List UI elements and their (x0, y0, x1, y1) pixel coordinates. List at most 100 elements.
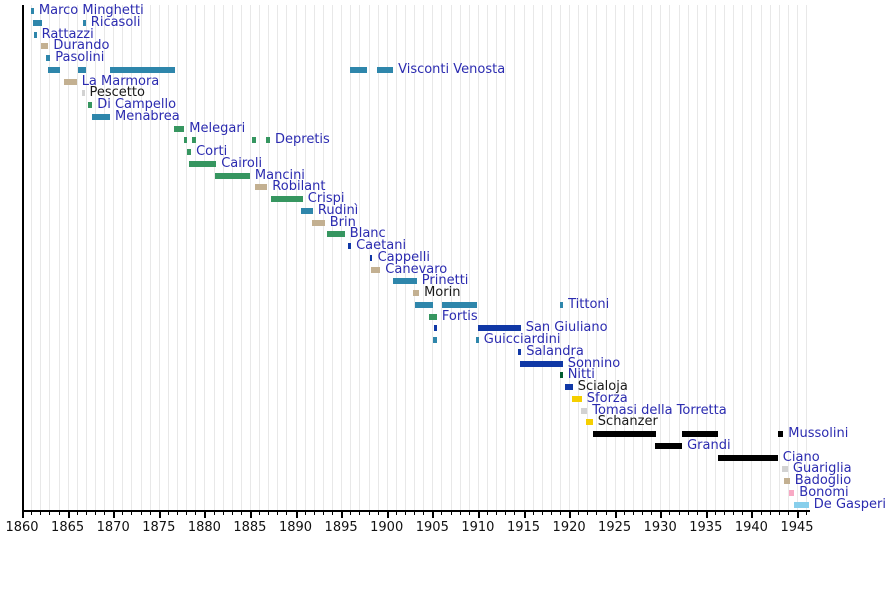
minor-tick-1929 (651, 512, 653, 515)
minor-tick-1919 (559, 512, 561, 515)
term-bar-ciano-1 (717, 454, 778, 461)
minister-label-blanc[interactable]: Blanc (349, 226, 386, 242)
minister-label-canevaro[interactable]: Canevaro (385, 261, 448, 277)
minister-label-fortis[interactable]: Fortis (441, 308, 478, 324)
term-bar-visconti-venosta-2 (78, 66, 86, 73)
minister-label-badoglio[interactable]: Badoglio (794, 473, 852, 488)
term-bar-san-giuliano-1 (434, 325, 437, 332)
gridline-1863 (49, 5, 51, 510)
year-label-1945: 1945 (780, 520, 814, 535)
minister-label-sonnino[interactable]: Sonnino (567, 355, 621, 371)
year-label-1910: 1910 (461, 520, 495, 535)
minister-label-bonomi[interactable]: Bonomi (799, 484, 849, 500)
term-bar-guicciardini-1 (433, 337, 437, 343)
minister-label-cairoli[interactable]: Cairoli (221, 155, 263, 171)
minor-tick-1883 (231, 512, 233, 515)
gridline-1912 (496, 5, 498, 510)
minister-label-caetani[interactable]: Caetani (356, 238, 407, 253)
minister-label-pasolini[interactable]: Pasolini (55, 50, 105, 65)
minister-label-di-campello[interactable]: Di Campello (97, 97, 177, 112)
minister-label-grandi[interactable]: Grandi (687, 437, 731, 453)
gridline-1873 (140, 5, 142, 510)
minister-label-menabrea[interactable]: Menabrea (115, 108, 180, 124)
minister-label-visconti-venosta[interactable]: Visconti Venosta (398, 61, 506, 77)
minister-label-de-gasperi[interactable]: De Gasperi (813, 496, 886, 512)
term-bar-mussolini-3 (777, 431, 784, 437)
minister-label-cappelli[interactable]: Cappelli (377, 249, 430, 265)
minor-tick-1939 (742, 512, 744, 515)
minor-tick-1923 (596, 512, 598, 515)
minor-tick-1917 (541, 512, 543, 515)
gridline-1934 (696, 5, 698, 510)
minister-label-tittoni[interactable]: Tittoni (568, 296, 610, 312)
minor-tick-1924 (605, 512, 607, 515)
year-label-1915: 1915 (506, 520, 541, 535)
minister-label-depretis[interactable]: Depretis (275, 132, 330, 148)
minister-label-rattazzi[interactable]: Rattazzi (41, 26, 94, 42)
gridline-1943 (778, 5, 780, 510)
minor-tick-1889 (286, 512, 288, 515)
gridline-1937 (724, 5, 726, 510)
minister-label-mancini[interactable]: Mancini (254, 167, 305, 183)
minister-label-marco-minghetti[interactable]: Marco Minghetti (38, 3, 144, 18)
gridline-1865 (67, 5, 69, 510)
term-bar-di-campello-1 (87, 102, 93, 108)
term-bar-badoglio-1 (784, 478, 790, 484)
legend: Political parties: RightLeftMilitaryULPR… (0, 545, 890, 594)
gridline-1908 (459, 5, 461, 510)
minor-tick-1921 (578, 512, 580, 515)
minister-label-sforza[interactable]: Sforza (586, 390, 628, 406)
minister-label-san-giuliano[interactable]: San Giuliano (525, 320, 608, 336)
minister-label-guariglia[interactable]: Guariglia (792, 461, 852, 477)
minister-label-la-marmora[interactable]: La Marmora (81, 73, 160, 89)
year-label-1880: 1880 (187, 520, 221, 535)
year-label-1865: 1865 (51, 520, 85, 535)
gridline-1904 (423, 5, 425, 510)
major-tick-1920 (569, 512, 572, 518)
minister-label-prinetti[interactable]: Prinetti (421, 273, 469, 289)
minor-tick-1942 (769, 512, 771, 515)
term-bar-salandra-1 (518, 348, 522, 355)
minister-label-robilant[interactable]: Robilant (272, 179, 326, 195)
minister-label-pescetto: Pescetto (89, 85, 145, 101)
term-bar-cappelli-1 (369, 254, 373, 261)
minister-label-corti[interactable]: Corti (196, 144, 228, 159)
minister-label-ricasoli[interactable]: Ricasoli (90, 14, 141, 30)
minor-tick-1903 (414, 512, 416, 515)
minor-tick-1937 (724, 512, 726, 515)
minister-label-nitti[interactable]: Nitti (567, 367, 595, 383)
minister-label-rudin[interactable]: Rudinì (317, 202, 359, 218)
term-bar-guicciardini-2 (476, 337, 479, 343)
term-bar-corti-1 (187, 149, 192, 155)
gridline-1879 (195, 5, 197, 510)
gridline-1880 (204, 5, 206, 510)
minister-label-tomasi-della-torretta[interactable]: Tomasi della Torretta (592, 402, 727, 418)
minister-label-mussolini[interactable]: Mussolini (788, 426, 849, 441)
x-axis-line (22, 510, 811, 512)
gridline-1920 (569, 5, 571, 510)
gridline-1930 (660, 5, 662, 510)
minister-label-brin[interactable]: Brin (329, 214, 356, 230)
year-label-1875: 1875 (142, 520, 176, 535)
gridline-1883 (231, 5, 233, 510)
major-tick-1935 (705, 512, 708, 518)
term-bar-pasolini-1 (46, 55, 51, 61)
minister-label-durando[interactable]: Durando (53, 38, 110, 54)
gridline-1886 (259, 5, 261, 510)
minor-tick-1898 (368, 512, 370, 515)
minister-label-melegari[interactable]: Melegari (189, 120, 246, 136)
minister-label-guicciardini[interactable]: Guicciardini (483, 332, 561, 347)
minor-tick-1909 (468, 512, 470, 515)
minister-label-salandra[interactable]: Salandra (526, 343, 584, 359)
gridline-1878 (186, 5, 188, 510)
term-bar-visconti-venosta-4 (350, 66, 368, 73)
gridline-1917 (541, 5, 543, 510)
minor-tick-1916 (532, 512, 534, 515)
term-bar-ricasoli-1 (32, 19, 42, 26)
minor-tick-1874 (149, 512, 151, 515)
minister-label-ciano[interactable]: Ciano (782, 449, 820, 465)
minor-tick-1882 (222, 512, 224, 515)
minor-tick-1934 (696, 512, 698, 515)
major-tick-1880 (204, 512, 207, 518)
minister-label-crispi[interactable]: Crispi (307, 191, 345, 206)
